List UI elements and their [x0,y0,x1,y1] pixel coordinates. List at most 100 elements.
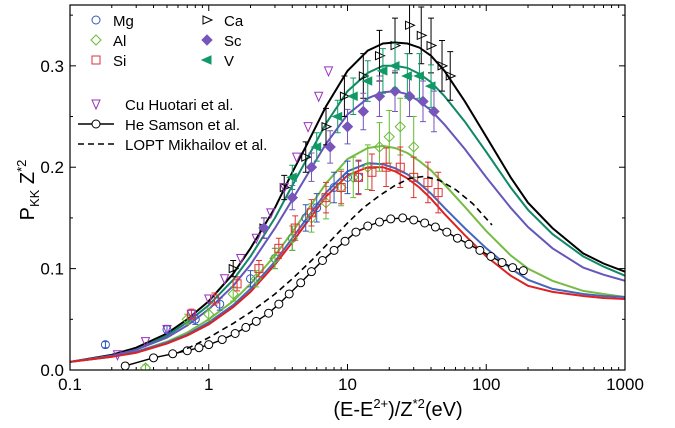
error-bar [376,122,383,172]
error-bar [338,170,345,205]
x-tick-label: 1 [204,375,213,394]
data-point [464,239,474,249]
legend-label: Si [113,53,126,70]
data-point [219,274,230,285]
data-point [336,183,346,192]
error-bar [439,39,446,92]
series-9 [177,175,493,354]
data-point [445,71,457,81]
legend-entry: Ca [202,13,244,30]
y-axis-label: PKK Z*2 [14,160,42,221]
legend-marker [91,55,101,65]
data-point [112,350,123,362]
data-point [430,222,440,232]
data-point [361,76,373,86]
data-point [203,294,214,306]
error-bar [323,181,330,214]
data-point [373,141,386,153]
legend-marker [91,99,101,111]
error-bar [247,270,254,288]
data-point [413,71,424,81]
legend-marker [200,55,212,65]
series-line [177,175,493,354]
error-bar [350,156,357,199]
data-point [381,162,391,172]
series-8 [120,213,528,370]
theory-curve-1 [70,41,625,363]
theory-curve-2 [70,64,625,363]
error-bar [230,260,237,278]
data-point [383,131,395,143]
series-line [125,217,524,367]
data-point [374,50,386,61]
data-point [254,264,264,274]
legend-entry: V [200,53,234,70]
x-tick-label: 100 [472,375,500,394]
data-point [305,161,318,173]
data-point [331,111,343,122]
data-point [424,81,436,91]
data-point [452,233,462,243]
data-point [203,308,215,320]
legend-label: Mg [113,13,134,30]
data-point [246,274,256,284]
data-point [251,316,261,326]
error-bar [447,51,454,101]
error-bar [376,29,383,82]
theory-curve-4 [70,144,625,363]
legend-marker [202,15,214,25]
data-point [313,91,324,103]
error-bar [308,199,315,227]
legend-entry: Sc [201,33,242,50]
theory-curve-6 [70,166,625,363]
error-bar [410,156,417,199]
x-tick-label: 10 [338,375,357,394]
data-point [423,177,433,187]
data-point [395,162,405,172]
data-point [168,349,178,359]
data-point [437,61,449,71]
data-point [420,218,430,228]
data-point [306,267,316,277]
data-point [386,214,396,224]
x-tick-label: 1000 [606,375,644,394]
data-point [194,343,204,353]
data-point [306,208,316,218]
data-point [426,40,438,51]
data-point [428,105,440,118]
data-point [341,120,354,133]
data-point [417,95,429,108]
data-point [162,324,172,336]
data-point [230,329,240,338]
legend-entry: Mg [91,13,134,30]
data-point [486,251,496,261]
x-tick-label: 0.1 [58,375,82,394]
data-point [301,152,312,162]
data-point [339,91,351,102]
error-bar [289,225,296,251]
data-point [398,213,408,223]
legend-entry: Cu Huotari et al. [91,97,233,114]
data-point [303,122,313,133]
error-bar [302,141,309,173]
legend-entry: He Samson et al. [78,117,240,134]
data-point [433,188,443,198]
y-tick-label: 0.3 [40,57,64,76]
data-point [215,299,225,309]
data-point [279,183,290,194]
data-point [291,152,302,164]
data-point [266,208,276,220]
data-point [120,361,130,370]
error-bar [435,171,442,214]
y-tick-label: 0.1 [40,260,64,279]
data-point [357,105,370,118]
data-point [329,245,339,255]
data-point [286,191,298,204]
data-point [204,340,214,350]
data-point [347,91,358,102]
legend-label: Ca [224,13,244,30]
y-tick-label: 0.0 [40,361,64,380]
error-bar [368,153,375,192]
data-point [324,141,336,153]
